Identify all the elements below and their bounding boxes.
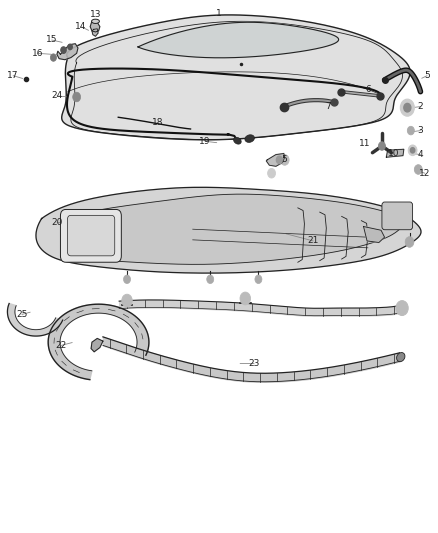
- Circle shape: [400, 99, 414, 116]
- Text: 19: 19: [199, 137, 211, 146]
- Polygon shape: [64, 194, 404, 264]
- Polygon shape: [90, 22, 100, 32]
- Circle shape: [124, 275, 131, 284]
- Text: 12: 12: [419, 169, 431, 177]
- Text: 20: 20: [51, 219, 63, 227]
- Text: 1: 1: [216, 9, 222, 18]
- Text: 13: 13: [90, 11, 101, 19]
- Polygon shape: [92, 29, 98, 36]
- Text: 24: 24: [51, 92, 63, 100]
- Text: 3: 3: [417, 126, 424, 135]
- Ellipse shape: [92, 19, 99, 23]
- Circle shape: [407, 126, 414, 135]
- Text: 25: 25: [16, 310, 28, 319]
- Circle shape: [255, 275, 262, 284]
- Circle shape: [240, 292, 251, 305]
- Text: 14: 14: [75, 22, 87, 31]
- Circle shape: [207, 275, 214, 284]
- Text: 22: 22: [56, 341, 67, 350]
- Polygon shape: [7, 303, 63, 336]
- Circle shape: [378, 142, 385, 150]
- Circle shape: [276, 156, 283, 164]
- Text: 23: 23: [248, 359, 260, 368]
- Circle shape: [410, 148, 415, 153]
- Circle shape: [414, 165, 422, 174]
- Circle shape: [68, 44, 72, 50]
- Text: 4: 4: [418, 150, 423, 159]
- Text: 16: 16: [32, 49, 43, 58]
- Circle shape: [122, 294, 132, 307]
- Circle shape: [268, 168, 276, 178]
- Polygon shape: [91, 338, 103, 352]
- Circle shape: [50, 54, 57, 61]
- Text: 5: 5: [281, 156, 287, 164]
- Text: 5: 5: [424, 71, 430, 80]
- Text: 2: 2: [418, 102, 423, 111]
- FancyBboxPatch shape: [67, 215, 115, 256]
- Text: 18: 18: [152, 118, 163, 127]
- Polygon shape: [48, 304, 149, 379]
- Ellipse shape: [245, 135, 254, 142]
- Text: 6: 6: [365, 85, 371, 94]
- Polygon shape: [138, 22, 339, 58]
- Polygon shape: [57, 44, 78, 60]
- Text: 11: 11: [359, 140, 370, 148]
- Circle shape: [280, 155, 289, 165]
- Polygon shape: [364, 227, 385, 243]
- Circle shape: [408, 145, 417, 156]
- Text: 10: 10: [389, 149, 400, 158]
- Circle shape: [61, 47, 66, 53]
- Text: 7: 7: [325, 102, 332, 111]
- Polygon shape: [62, 15, 410, 140]
- Circle shape: [405, 237, 414, 247]
- FancyBboxPatch shape: [60, 209, 121, 262]
- Circle shape: [73, 92, 81, 102]
- FancyBboxPatch shape: [382, 202, 413, 230]
- Ellipse shape: [396, 352, 405, 362]
- Polygon shape: [386, 149, 404, 157]
- Circle shape: [396, 301, 408, 316]
- Text: 21: 21: [307, 237, 319, 245]
- Circle shape: [404, 103, 411, 112]
- Text: 17: 17: [7, 71, 19, 80]
- Ellipse shape: [233, 138, 241, 144]
- Text: 15: 15: [46, 36, 57, 44]
- Polygon shape: [36, 187, 421, 273]
- Polygon shape: [266, 154, 285, 166]
